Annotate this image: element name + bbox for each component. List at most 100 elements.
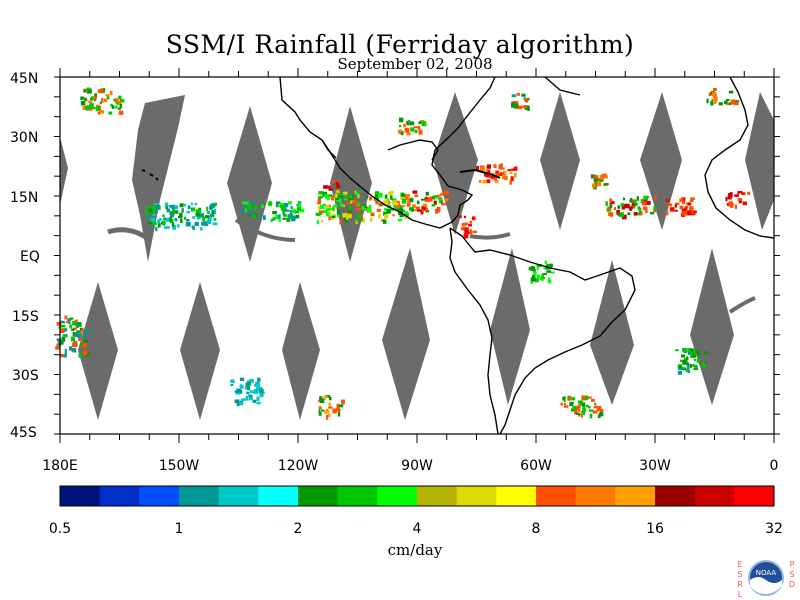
rain-cell bbox=[690, 352, 694, 356]
rain-cell bbox=[598, 406, 602, 410]
rain-cell bbox=[379, 202, 384, 206]
rain-cell bbox=[350, 200, 354, 204]
rain-cell bbox=[418, 129, 423, 135]
rain-cell bbox=[404, 214, 408, 219]
rain-cell bbox=[414, 194, 419, 197]
rain-cell bbox=[593, 405, 599, 409]
rain-cell bbox=[599, 178, 604, 182]
rain-cell bbox=[325, 414, 329, 420]
rain-cell bbox=[347, 194, 353, 199]
rain-cell bbox=[458, 215, 462, 219]
rain-cell bbox=[421, 209, 425, 213]
rain-cell bbox=[674, 202, 680, 205]
rain-cell bbox=[118, 95, 122, 100]
rain-cell bbox=[278, 217, 281, 222]
rain-cell bbox=[174, 205, 179, 210]
rain-cell bbox=[536, 264, 540, 268]
rain-cell bbox=[617, 212, 622, 217]
rain-cell bbox=[461, 222, 466, 227]
rain-cell bbox=[194, 221, 199, 226]
lon-label: 0 bbox=[770, 458, 779, 474]
rain-cell bbox=[239, 377, 245, 382]
colorbar-swatch bbox=[615, 486, 656, 506]
rain-cell bbox=[327, 410, 330, 414]
rain-cell bbox=[397, 208, 403, 211]
rain-cell bbox=[681, 354, 685, 358]
swath-tail bbox=[469, 232, 511, 240]
rain-cell bbox=[279, 202, 282, 207]
latitude-labels: 45N 30N 15N EQ 15S 30S 45S bbox=[10, 71, 40, 441]
rain-cell bbox=[356, 207, 361, 211]
rain-cell bbox=[360, 214, 364, 220]
rain-cell bbox=[95, 106, 101, 110]
rain-cell bbox=[155, 226, 158, 232]
rain-cell bbox=[464, 222, 468, 226]
rain-cell bbox=[84, 339, 87, 343]
rain-cell bbox=[667, 203, 673, 207]
rain-cell bbox=[240, 209, 244, 214]
rain-cell bbox=[109, 90, 113, 96]
rain-cell bbox=[384, 194, 388, 199]
rain-cell bbox=[463, 215, 467, 219]
rain-cell bbox=[414, 129, 418, 134]
swath-gap bbox=[132, 95, 185, 262]
rain-cell bbox=[386, 208, 391, 214]
rain-cell bbox=[390, 192, 393, 196]
swath-gap bbox=[690, 248, 734, 405]
rain-cell bbox=[174, 218, 178, 222]
rain-cell bbox=[516, 92, 520, 96]
rain-cell bbox=[63, 353, 67, 358]
rain-cell bbox=[523, 97, 526, 100]
rain-cell bbox=[634, 203, 638, 206]
rain-cell bbox=[723, 100, 728, 104]
rain-cell bbox=[60, 354, 65, 358]
rain-cell bbox=[403, 123, 407, 128]
rain-cell bbox=[687, 211, 691, 216]
rain-cell bbox=[665, 211, 669, 216]
rain-cell bbox=[627, 212, 631, 216]
rain-cell bbox=[252, 399, 257, 403]
rain-cell bbox=[393, 207, 398, 210]
rain-cell bbox=[609, 198, 612, 203]
rain-cell bbox=[616, 209, 621, 215]
rain-cell bbox=[391, 200, 397, 206]
rain-cell bbox=[282, 217, 287, 220]
rain-cell bbox=[253, 205, 258, 210]
rain-cell bbox=[59, 340, 64, 345]
rain-cell bbox=[440, 202, 446, 206]
rain-cell bbox=[76, 324, 80, 327]
rain-cell bbox=[397, 218, 402, 222]
rain-cell bbox=[165, 206, 168, 210]
rain-cell bbox=[348, 210, 352, 214]
rain-cell bbox=[118, 110, 124, 115]
rain-cell bbox=[348, 197, 354, 201]
colorbar-tick-label: 32 bbox=[765, 521, 783, 537]
rain-cell bbox=[318, 191, 324, 195]
chart-title: SSM/I Rainfall (Ferriday algorithm) bbox=[165, 30, 635, 59]
rain-cell bbox=[324, 409, 329, 414]
rain-cell bbox=[405, 193, 410, 198]
rain-cell bbox=[97, 111, 101, 115]
rain-cell bbox=[491, 172, 496, 176]
rain-cell bbox=[256, 396, 260, 402]
rain-cell bbox=[234, 390, 240, 393]
rain-cell bbox=[71, 328, 75, 332]
rain-cell bbox=[328, 185, 331, 190]
rain-cell bbox=[633, 211, 638, 216]
rain-cell bbox=[355, 219, 358, 224]
rain-cell bbox=[547, 279, 552, 284]
rain-cell bbox=[530, 277, 536, 282]
rain-cell bbox=[514, 103, 518, 106]
rain-cell bbox=[582, 402, 586, 408]
rain-cell bbox=[511, 101, 515, 104]
rain-cell bbox=[581, 395, 586, 401]
rain-cell bbox=[319, 396, 323, 401]
chart-subtitle: September 02, 2008 bbox=[337, 55, 493, 73]
rain-cell bbox=[425, 191, 429, 196]
rain-cell bbox=[332, 408, 337, 414]
swath-gap bbox=[382, 248, 430, 420]
rain-cell bbox=[260, 213, 263, 219]
rain-cell bbox=[105, 94, 109, 97]
rain-cell bbox=[546, 264, 550, 268]
